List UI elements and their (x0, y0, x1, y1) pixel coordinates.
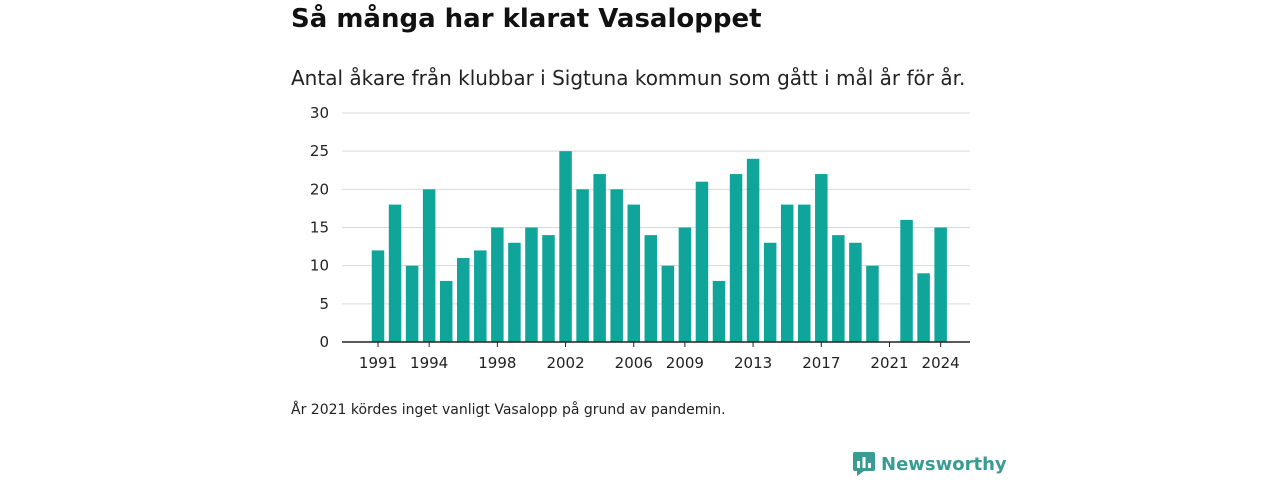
x-tick-label: 2002 (546, 354, 584, 372)
y-tick-label: 10 (310, 257, 329, 275)
bar (405, 265, 419, 342)
bar (593, 174, 606, 342)
bar (388, 204, 402, 342)
bar-chart: 0 5 10 15 20 25 30 1991 1994 1998 2002 2006 2009 2013… (310, 104, 970, 372)
chart-title: Så många har klarat Vasaloppet (291, 4, 762, 34)
x-tick-label: 2021 (870, 354, 908, 372)
x-tick-label: 1991 (359, 354, 397, 372)
bar (457, 258, 470, 342)
bar (559, 151, 572, 342)
bar (576, 189, 589, 342)
y-tick-label: 30 (310, 104, 329, 122)
bar (610, 189, 623, 342)
bar (900, 219, 913, 342)
bar (422, 189, 436, 342)
chart-subtitle: Antal åkare från klubbar i Sigtuna kommu… (291, 66, 966, 90)
bar (525, 227, 538, 342)
x-tick-label: 2009 (666, 354, 704, 372)
bar (542, 235, 555, 342)
bar (934, 227, 947, 342)
bar (371, 250, 385, 342)
brand-logo: Newsworthy (853, 452, 1007, 476)
bar (798, 204, 811, 342)
bar (474, 250, 487, 342)
bar (729, 174, 743, 342)
bar (746, 158, 760, 342)
bar (815, 174, 828, 342)
newsworthy-logo-icon (853, 452, 875, 476)
footnote: År 2021 kördes inget vanligt Vasalopp på… (291, 402, 726, 418)
y-tick-label: 20 (310, 180, 329, 198)
bar (644, 235, 658, 342)
bar (832, 235, 845, 342)
bar (849, 242, 862, 342)
bar (763, 242, 777, 342)
bar (712, 280, 726, 342)
bar (508, 242, 521, 342)
bar (678, 227, 692, 342)
y-tick-label: 15 (310, 219, 329, 237)
x-tick-label: 2024 (922, 354, 960, 372)
x-tick-label: 2006 (615, 354, 653, 372)
bar (491, 227, 504, 342)
bar (439, 280, 453, 342)
bar (917, 273, 930, 342)
y-tick-label: 5 (319, 295, 329, 313)
bar (627, 204, 640, 342)
brand-name: Newsworthy (881, 453, 1007, 475)
bar (866, 265, 879, 342)
x-tick-label: 2013 (734, 354, 772, 372)
y-tick-label: 0 (319, 333, 329, 351)
x-tick-label: 1994 (410, 354, 448, 372)
x-tick-label: 2017 (802, 354, 840, 372)
bar (695, 181, 709, 342)
bar (780, 204, 794, 342)
x-tick-label: 1998 (478, 354, 516, 372)
bar (661, 265, 675, 342)
y-tick-label: 25 (310, 142, 329, 160)
